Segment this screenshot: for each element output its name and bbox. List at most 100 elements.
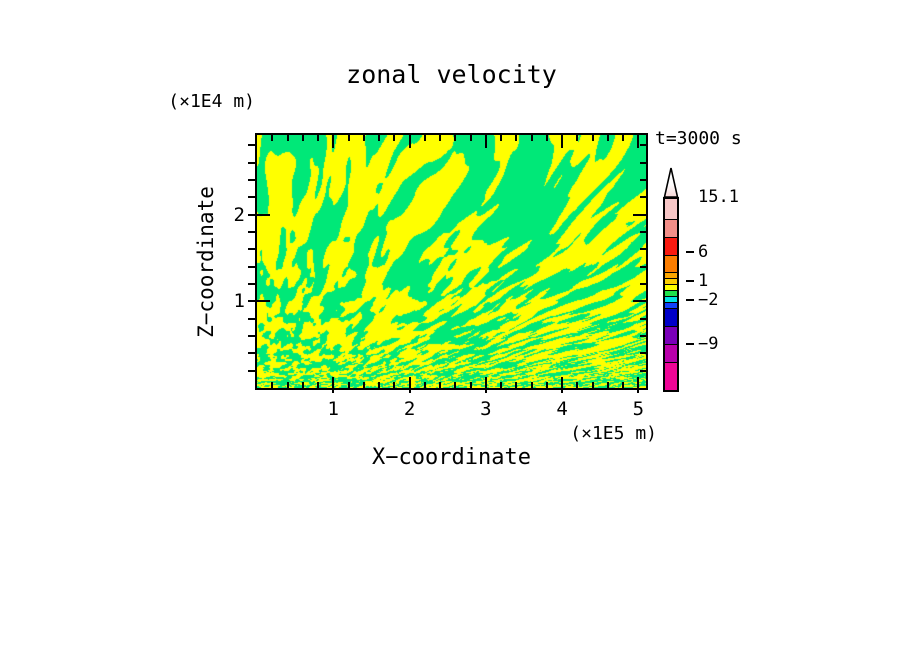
x-tick-minor: [515, 135, 518, 141]
x-tick-major: [408, 377, 411, 393]
colorbar-segment: [665, 302, 677, 308]
y-tick-minor: [248, 161, 255, 164]
y-tick-minor: [640, 248, 646, 251]
x-tick-label: 2: [403, 398, 416, 420]
colorbar-label: −2: [698, 290, 719, 310]
colorbar-segment: [665, 237, 677, 255]
colorbar-segments: [663, 197, 679, 392]
x-tick-minor: [393, 135, 396, 141]
x-tick-minor: [301, 382, 304, 388]
y-tick-minor: [640, 231, 646, 234]
x-tick-minor: [439, 135, 442, 141]
x-tick-minor: [591, 135, 594, 141]
chart-title: zonal velocity: [346, 60, 557, 89]
y-tick-minor: [640, 196, 646, 199]
x-tick-major: [637, 135, 640, 148]
x-tick-minor: [393, 382, 396, 388]
y-axis-units: (×1E4 m): [168, 91, 255, 112]
y-tick-minor: [248, 231, 255, 234]
x-tick-minor: [454, 135, 457, 141]
x-tick-minor: [439, 382, 442, 388]
x-tick-minor: [286, 135, 289, 141]
x-tick-major: [332, 377, 335, 393]
x-tick-minor: [286, 382, 289, 388]
x-tick-minor: [530, 135, 533, 141]
x-tick-minor: [545, 135, 548, 141]
x-tick-minor: [622, 382, 625, 388]
colorbar-segment: [665, 362, 677, 390]
x-tick-major: [637, 377, 640, 393]
x-tick-minor: [347, 135, 350, 141]
x-tick-major: [408, 135, 411, 148]
colorbar-segment: [665, 344, 677, 362]
colorbar-tick: [686, 251, 694, 253]
colorbar-segment: [665, 272, 677, 278]
x-tick-major: [484, 377, 487, 393]
x-tick-minor: [469, 382, 472, 388]
x-tick-minor: [500, 135, 503, 141]
x-tick-minor: [576, 382, 579, 388]
y-tick-minor: [248, 179, 255, 182]
y-tick-minor: [640, 265, 646, 268]
x-tick-minor: [362, 135, 365, 141]
colorbar-segment: [665, 219, 677, 237]
colorbar-arrow-icon: [663, 167, 679, 198]
colorbar-label: 1: [698, 271, 709, 291]
colorbar-label: 6: [698, 242, 709, 262]
y-tick-major: [633, 300, 646, 303]
colorbar-tick: [686, 280, 694, 282]
x-tick-label: 1: [327, 398, 339, 420]
x-axis-units: (×1E5 m): [570, 423, 657, 444]
x-tick-minor: [469, 135, 472, 141]
x-tick-minor: [301, 135, 304, 141]
y-tick-minor: [640, 335, 646, 337]
x-axis-label: X−coordinate: [372, 445, 531, 470]
x-tick-minor: [576, 135, 579, 141]
y-tick-minor: [248, 283, 255, 286]
y-tick-minor: [640, 352, 646, 355]
colorbar-segment: [665, 284, 677, 290]
colorbar-label: −9: [698, 334, 719, 354]
x-tick-minor: [606, 135, 609, 141]
y-tick-major: [633, 213, 646, 216]
y-tick-minor: [640, 369, 646, 372]
x-tick-label: 5: [632, 398, 645, 420]
x-tick-minor: [317, 135, 320, 141]
x-tick-minor: [530, 382, 533, 388]
y-tick-minor: [640, 283, 646, 286]
x-tick-minor: [454, 382, 457, 388]
y-tick-minor: [248, 265, 255, 268]
x-tick-minor: [500, 382, 503, 388]
y-tick-major: [248, 213, 270, 216]
colorbar-segment: [665, 308, 677, 326]
colorbar-label: 15.1: [698, 187, 739, 207]
y-tick-minor: [248, 196, 255, 199]
y-tick-minor: [248, 144, 255, 147]
x-tick-major: [332, 135, 335, 148]
colorbar: 15.1 6 1 −2 −9: [663, 167, 743, 407]
y-tick-minor: [640, 317, 646, 320]
x-tick-minor: [423, 135, 426, 141]
x-tick-major: [484, 135, 487, 148]
velocity-field-canvas: [257, 135, 646, 388]
y-tick-label: 1: [233, 290, 245, 313]
y-tick-minor: [248, 248, 255, 251]
x-tick-minor: [606, 382, 609, 388]
colorbar-segment: [665, 296, 677, 302]
x-tick-label: 4: [556, 398, 568, 420]
y-tick-minor: [248, 317, 255, 320]
x-tick-minor: [271, 382, 274, 388]
colorbar-tick: [686, 343, 694, 345]
colorbar-tick: [686, 299, 694, 301]
x-tick-minor: [622, 135, 625, 141]
x-tick-minor: [423, 382, 426, 388]
y-tick-minor: [248, 369, 255, 372]
x-tick-minor: [378, 382, 381, 388]
y-tick-minor: [248, 352, 255, 355]
y-tick-minor: [640, 161, 646, 164]
colorbar-segment: [665, 255, 677, 272]
time-annotation: t=3000 s: [655, 128, 742, 149]
x-tick-minor: [362, 382, 365, 388]
x-tick-minor: [591, 382, 594, 388]
